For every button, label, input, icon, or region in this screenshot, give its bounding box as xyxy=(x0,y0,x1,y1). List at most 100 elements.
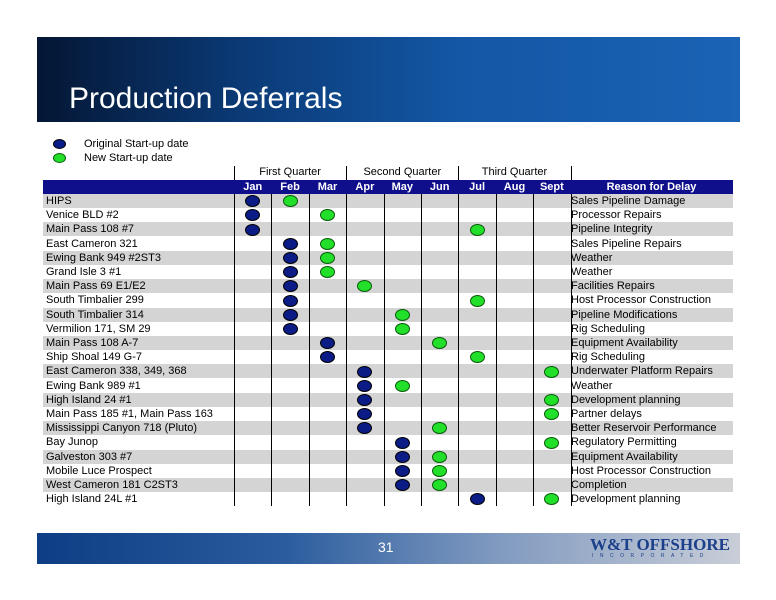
original-startup-marker xyxy=(469,493,485,506)
table-row xyxy=(43,378,733,393)
quarter-separator xyxy=(458,166,460,180)
row-reason: Equipment Availability xyxy=(571,450,678,463)
row-reason: Sales Pipeline Repairs xyxy=(571,237,682,250)
original-startup-marker xyxy=(282,266,298,279)
row-name: Galveston 303 #7 xyxy=(46,450,133,463)
row-name: High Island 24L #1 xyxy=(46,493,138,506)
table-row xyxy=(43,222,733,237)
logo-wordmark: W&T OFFSHORE xyxy=(590,535,730,554)
table-row xyxy=(43,208,733,223)
month-header: Jul xyxy=(469,181,486,193)
row-name: High Island 24 #1 xyxy=(46,393,132,406)
legend-original-label: Original Start-up date xyxy=(84,138,189,150)
row-reason: Facilities Repairs xyxy=(571,280,655,293)
row-name: South Timbalier 299 xyxy=(46,294,144,307)
company-logo: W&T OFFSHORE INCORPORATED xyxy=(590,536,750,562)
month-header: May xyxy=(391,181,413,193)
row-reason: Underwater Platform Repairs xyxy=(571,365,713,378)
original-startup-marker xyxy=(282,280,298,293)
original-startup-marker xyxy=(282,308,298,321)
grid-line xyxy=(570,194,572,507)
row-reason: Rig Scheduling xyxy=(571,322,645,335)
new-startup-marker xyxy=(432,464,448,477)
original-startup-marker xyxy=(394,464,410,477)
row-name: Ship Shoal 149 G-7 xyxy=(46,351,143,364)
original-startup-marker xyxy=(357,365,373,378)
table-row xyxy=(43,492,733,507)
original-startup-marker xyxy=(282,294,298,307)
row-name: Mississippi Canyon 718 (Pluto) xyxy=(46,422,198,435)
original-startup-marker xyxy=(357,379,373,392)
row-reason: Weather xyxy=(571,251,613,264)
table-row xyxy=(43,321,733,336)
table-row xyxy=(43,194,733,208)
original-startup-marker xyxy=(245,223,261,236)
grid-line xyxy=(421,194,422,507)
row-name: Venice BLD #2 xyxy=(46,209,119,222)
row-reason: Weather xyxy=(571,379,613,392)
quarter-separator xyxy=(570,166,572,180)
table-row xyxy=(43,293,733,308)
row-reason: Weather xyxy=(571,266,613,278)
table-row xyxy=(43,250,733,265)
new-startup-marker xyxy=(432,337,448,350)
new-startup-marker xyxy=(432,479,448,492)
quarter-separator xyxy=(346,166,348,180)
table-row xyxy=(43,392,733,407)
new-startup-marker xyxy=(282,195,298,208)
row-name: Main Pass 185 #1, Main Pass 163 xyxy=(46,408,213,420)
row-name: Ewing Bank 949 #2ST3 xyxy=(46,251,161,264)
row-name: Main Pass 108 #7 xyxy=(46,223,135,236)
quarter-label: Third Quarter xyxy=(481,166,548,178)
grid-line xyxy=(271,194,273,507)
quarter-label: Second Quarter xyxy=(363,166,442,178)
row-reason: Processor Repairs xyxy=(571,209,662,222)
row-name: Mobile Luce Prospect xyxy=(46,464,152,477)
table-row xyxy=(43,435,733,450)
title-banner: Production Deferrals xyxy=(37,37,740,122)
table-row xyxy=(43,336,733,350)
new-startup-marker xyxy=(394,322,410,335)
row-name: East Cameron 321 xyxy=(46,237,138,250)
table-row xyxy=(43,478,733,492)
month-header: Jan xyxy=(243,181,263,193)
row-name: Bay Junop xyxy=(46,436,98,449)
month-header: Feb xyxy=(280,181,300,193)
grid-line xyxy=(234,194,235,507)
month-header: Jun xyxy=(429,181,450,193)
row-reason: Pipeline Modifications xyxy=(571,308,678,321)
new-startup-marker xyxy=(320,209,335,222)
row-reason: Partner delays xyxy=(571,408,642,420)
original-startup-marker xyxy=(282,237,298,250)
new-startup-marker xyxy=(544,393,560,406)
table-row xyxy=(43,364,733,379)
row-name: West Cameron 181 C2ST3 xyxy=(46,479,178,491)
new-startup-marker xyxy=(469,223,485,236)
month-header: Mar xyxy=(317,181,338,193)
table-header-bar xyxy=(43,180,733,194)
new-startup-marker xyxy=(469,351,485,364)
row-reason: Rig Scheduling xyxy=(571,351,645,364)
row-reason: Sales Pipeline Damage xyxy=(571,195,686,207)
grid-line xyxy=(308,194,310,507)
page-number: 31 xyxy=(378,539,394,555)
row-name: HIPS xyxy=(46,195,72,207)
new-startup-marker xyxy=(544,436,560,449)
new-startup-marker xyxy=(544,408,560,421)
row-name: Vermilion 171, SM 29 xyxy=(46,322,151,335)
new-startup-marker xyxy=(320,266,335,279)
table-row xyxy=(43,421,733,436)
row-reason: Development planning xyxy=(571,493,681,506)
original-startup-marker xyxy=(282,322,298,335)
month-header: Aug xyxy=(503,181,526,193)
original-startup-marker xyxy=(245,209,261,222)
original-startup-marker xyxy=(357,393,373,406)
table-row xyxy=(43,236,733,251)
original-startup-marker xyxy=(320,351,335,364)
table-row xyxy=(43,463,733,478)
month-header: Sept xyxy=(539,181,564,193)
table-row xyxy=(43,407,733,421)
new-startup-marker xyxy=(320,251,335,264)
row-reason: Regulatory Permitting xyxy=(571,436,677,449)
new-startup-marker xyxy=(432,450,448,463)
